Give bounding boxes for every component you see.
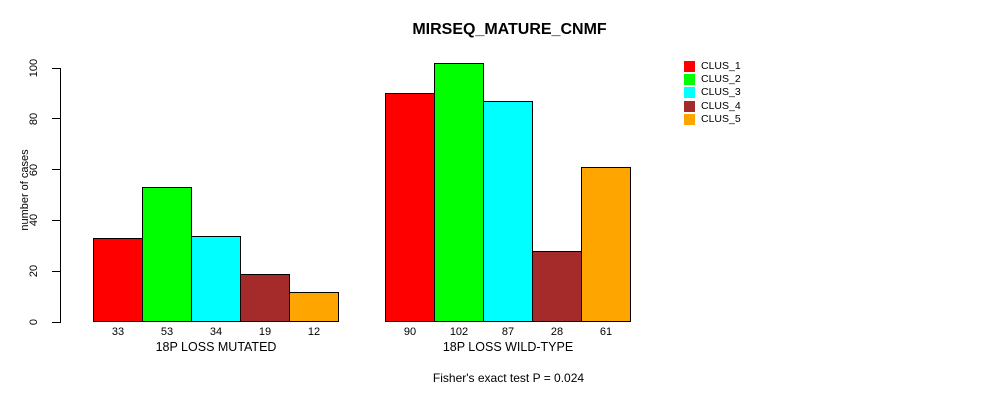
legend-label: CLUS_2 (701, 73, 741, 86)
legend-label: CLUS_3 (701, 86, 741, 99)
y-axis-tick-label: 80 (28, 112, 40, 125)
y-axis-tick-label: 100 (28, 58, 40, 78)
bar-clus_5-group2 (581, 167, 631, 322)
bar-clus_2-group2 (434, 62, 484, 322)
y-axis-tick-label: 20 (28, 265, 40, 278)
chart-title: MIRSEQ_MATURE_CNMF (412, 21, 607, 38)
bar-clus_3-group2 (483, 101, 533, 322)
legend-swatch-clus_1 (684, 61, 695, 73)
legend-label: CLUS_5 (701, 112, 741, 125)
footnote: Fisher's exact test P = 0.024 (432, 371, 585, 385)
bar-value-label: 33 (111, 326, 125, 338)
y-axis-tick (52, 219, 60, 221)
y-axis-line (60, 68, 61, 323)
y-axis-tick (52, 169, 60, 171)
bar-value-label: 87 (501, 326, 515, 338)
legend-item-clus_2: CLUS_2 (684, 73, 741, 86)
bar-value-label: 19 (258, 326, 272, 338)
legend-item-clus_5: CLUS_5 (684, 113, 741, 126)
bar-clus_1-group2 (385, 93, 435, 322)
y-axis-tick-label: 60 (28, 163, 40, 176)
bar-value-label: 28 (550, 326, 564, 338)
bar-value-label: 53 (160, 326, 174, 338)
legend-swatch-clus_4 (684, 100, 695, 112)
legend-item-clus_4: CLUS_4 (684, 100, 741, 113)
y-axis-tick (52, 118, 60, 120)
legend-label: CLUS_1 (701, 60, 741, 73)
bar-value-label: 61 (599, 326, 613, 338)
bar-clus_4-group2 (532, 250, 582, 322)
legend-label: CLUS_4 (701, 99, 741, 112)
bar-value-label: 34 (209, 326, 223, 338)
legend-swatch-clus_2 (684, 74, 695, 86)
legend: CLUS_1 CLUS_2 CLUS_3 CLUS_4 CLUS_5 (684, 60, 741, 126)
legend-swatch-clus_5 (684, 113, 695, 125)
y-axis-tick-label: 40 (28, 214, 40, 227)
x-axis-group-label: 18P LOSS MUTATED (155, 340, 277, 354)
y-axis-tick-label: 0 (28, 318, 40, 326)
y-axis-tick (52, 321, 60, 323)
x-axis-group-label: 18P LOSS WILD-TYPE (442, 340, 574, 354)
bar-clus_2-group1 (142, 187, 192, 322)
bar-clus_1-group1 (93, 238, 143, 322)
bar-clus_3-group1 (191, 235, 241, 322)
legend-item-clus_1: CLUS_1 (684, 60, 741, 73)
y-axis-tick (52, 67, 60, 69)
legend-item-clus_3: CLUS_3 (684, 86, 741, 99)
bar-value-label: 90 (403, 326, 417, 338)
bar-clus_5-group1 (289, 291, 339, 322)
bar-value-label: 102 (449, 326, 469, 338)
bar-clus_4-group1 (240, 273, 290, 322)
bar-value-label: 12 (307, 326, 321, 338)
legend-swatch-clus_3 (684, 87, 695, 99)
y-axis-tick (52, 270, 60, 272)
